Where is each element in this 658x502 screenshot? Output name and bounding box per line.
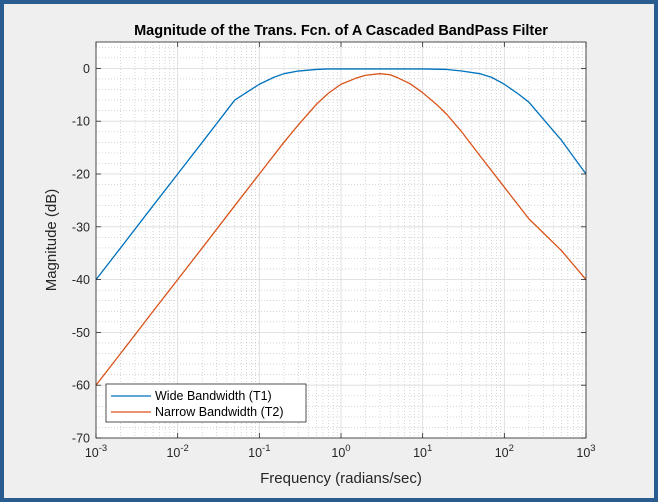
ticks [95, 42, 587, 439]
y-tick-label: 0 [83, 62, 90, 76]
x-tick-label: 101 [413, 443, 432, 460]
x-tick-label: 103 [576, 443, 595, 460]
series-line-wide [95, 68, 587, 280]
x-tick-label: 100 [331, 443, 350, 460]
y-tick-label: -60 [72, 379, 90, 393]
x-tick-label: 10-3 [85, 443, 107, 460]
y-tick-label: -20 [72, 168, 90, 182]
series-lines [95, 68, 587, 386]
y-tick-label: -70 [72, 432, 90, 446]
legend-label-wide: Wide Bandwidth (T1) [155, 389, 272, 403]
series-line-narrow [95, 73, 587, 386]
y-tick-label: -30 [72, 220, 90, 234]
x-tick-label: 10-1 [248, 443, 270, 460]
legend-label-narrow: Narrow Bandwidth (T2) [155, 405, 284, 419]
x-tick-labels: 10-3 10-2 10-1 100 101 102 103 [85, 443, 596, 460]
chart: 0-10-20-30-40-50-60-70 10-3 10-2 10-1 100 10… [43, 23, 596, 487]
legend-box [105, 383, 307, 423]
chart-title: Magnitude of the Trans. Fcn. of A Cascad… [134, 23, 548, 39]
x-tick-label: 102 [495, 443, 514, 460]
x-tick-label: 10-2 [166, 443, 188, 460]
y-axis-label: Magnitude (dB) [43, 189, 60, 292]
grid [95, 42, 587, 439]
x-axis-label: Frequency (radians/sec) [260, 470, 422, 487]
y-tick-label: -50 [72, 326, 90, 340]
y-tick-label: -10 [72, 115, 90, 129]
y-tick-label: -40 [72, 273, 90, 287]
legend: Wide Bandwidth (T1) Narrow Bandwidth (T2… [105, 383, 307, 423]
y-tick-labels: 0 -10 -20 -30 -40 -50 -60 -70 [72, 62, 90, 446]
